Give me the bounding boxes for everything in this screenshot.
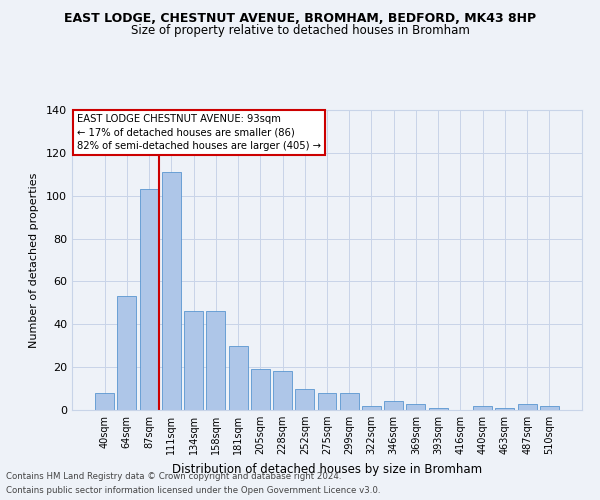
Bar <box>118 296 136 410</box>
Bar <box>340 393 359 410</box>
Bar <box>184 312 203 410</box>
Bar <box>206 312 225 410</box>
Bar <box>496 408 514 410</box>
Bar <box>251 370 270 410</box>
Bar <box>273 372 292 410</box>
Y-axis label: Number of detached properties: Number of detached properties <box>29 172 39 348</box>
Bar <box>362 406 381 410</box>
Bar <box>384 402 403 410</box>
Bar <box>140 190 158 410</box>
Bar <box>95 393 114 410</box>
Bar <box>162 172 181 410</box>
Bar <box>473 406 492 410</box>
Text: EAST LODGE CHESTNUT AVENUE: 93sqm
← 17% of detached houses are smaller (86)
82% : EAST LODGE CHESTNUT AVENUE: 93sqm ← 17% … <box>77 114 321 151</box>
Bar <box>406 404 425 410</box>
Bar <box>540 406 559 410</box>
Text: Contains HM Land Registry data © Crown copyright and database right 2024.: Contains HM Land Registry data © Crown c… <box>6 472 341 481</box>
Bar <box>229 346 248 410</box>
X-axis label: Distribution of detached houses by size in Bromham: Distribution of detached houses by size … <box>172 462 482 475</box>
Bar <box>518 404 536 410</box>
Bar <box>429 408 448 410</box>
Text: EAST LODGE, CHESTNUT AVENUE, BROMHAM, BEDFORD, MK43 8HP: EAST LODGE, CHESTNUT AVENUE, BROMHAM, BE… <box>64 12 536 26</box>
Text: Contains public sector information licensed under the Open Government Licence v3: Contains public sector information licen… <box>6 486 380 495</box>
Bar <box>317 393 337 410</box>
Bar <box>295 388 314 410</box>
Text: Size of property relative to detached houses in Bromham: Size of property relative to detached ho… <box>131 24 469 37</box>
